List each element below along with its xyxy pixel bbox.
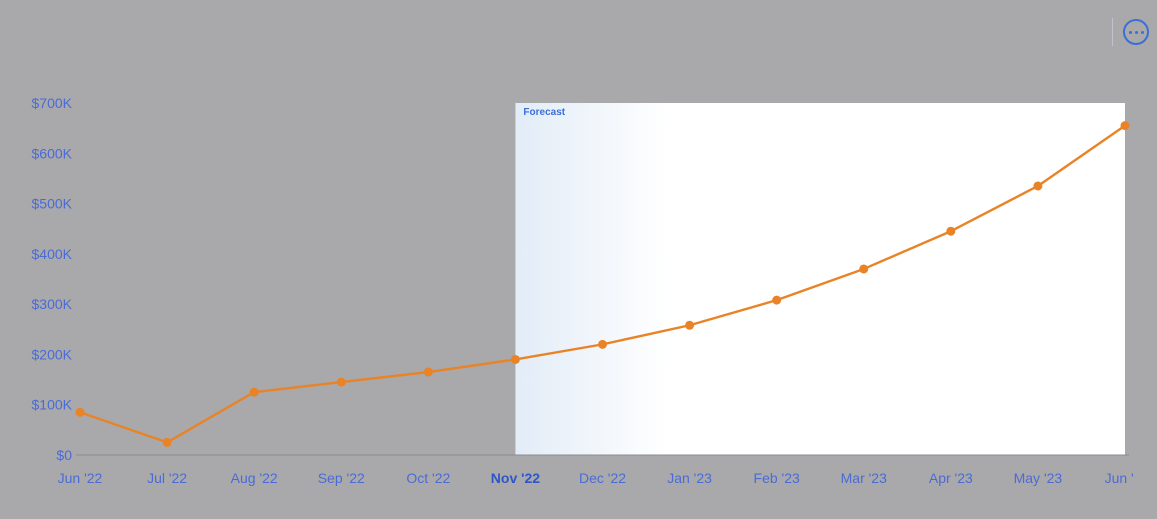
x-axis-tick-label: May '23 (1014, 470, 1063, 486)
y-axis-tick-label: $400K (32, 246, 73, 262)
data-point[interactable] (163, 438, 172, 447)
forecast-region (515, 103, 1125, 455)
data-point[interactable] (337, 378, 346, 387)
chart-plot-area: Forecast$0$100K$200K$300K$400K$500K$600K… (22, 95, 1134, 455)
data-point[interactable] (250, 388, 259, 397)
data-point[interactable] (685, 321, 694, 330)
y-axis-tick-label: $200K (32, 346, 73, 362)
x-axis-tick-label: Nov '22 (491, 470, 540, 486)
data-point[interactable] (859, 264, 868, 273)
data-point[interactable] (946, 227, 955, 236)
y-axis-tick-label: $0 (56, 447, 72, 463)
line-chart: Forecast $0 $100K $200K $300K $400K $500K $600K… (22, 95, 1134, 490)
x-axis-tick-label: Jan '23 (667, 470, 712, 486)
x-axis-tick-label: Apr '23 (929, 470, 973, 486)
x-axis-tick-label: Jul '22 (147, 470, 187, 486)
data-point[interactable] (598, 340, 607, 349)
chart-container: Forecast $0 $100K $200K $300K $400K $500K $600K… (0, 0, 1157, 519)
x-axis-tick-label: Mar '23 (841, 470, 887, 486)
data-point[interactable] (1121, 121, 1130, 130)
data-point[interactable] (76, 408, 85, 417)
data-point[interactable] (1033, 181, 1042, 190)
x-axis-tick-label: Oct '22 (406, 470, 450, 486)
data-point[interactable] (772, 296, 781, 305)
top-controls (1112, 18, 1149, 46)
data-point[interactable] (424, 368, 433, 377)
x-axis-tick-label: Jun '... (1105, 470, 1134, 486)
y-axis-tick-label: $300K (32, 296, 73, 312)
ellipsis-icon (1129, 31, 1132, 34)
y-axis-tick-label: $600K (32, 145, 73, 161)
x-axis-tick-label: Aug '22 (231, 470, 278, 486)
more-options-button[interactable] (1123, 19, 1149, 45)
y-axis-tick-label: $700K (32, 95, 73, 111)
x-axis-tick-label: Feb '23 (754, 470, 800, 486)
x-axis-tick-label: Dec '22 (579, 470, 626, 486)
x-axis-tick-label: Jun '22 (58, 470, 103, 486)
y-axis-tick-label: $500K (32, 196, 73, 212)
ellipsis-icon (1141, 31, 1144, 34)
data-point[interactable] (511, 355, 520, 364)
x-axis-tick-label: Sep '22 (318, 470, 365, 486)
vertical-divider (1112, 18, 1113, 46)
y-axis-tick-label: $100K (32, 397, 73, 413)
ellipsis-icon (1135, 31, 1138, 34)
forecast-label: Forecast (523, 107, 565, 118)
